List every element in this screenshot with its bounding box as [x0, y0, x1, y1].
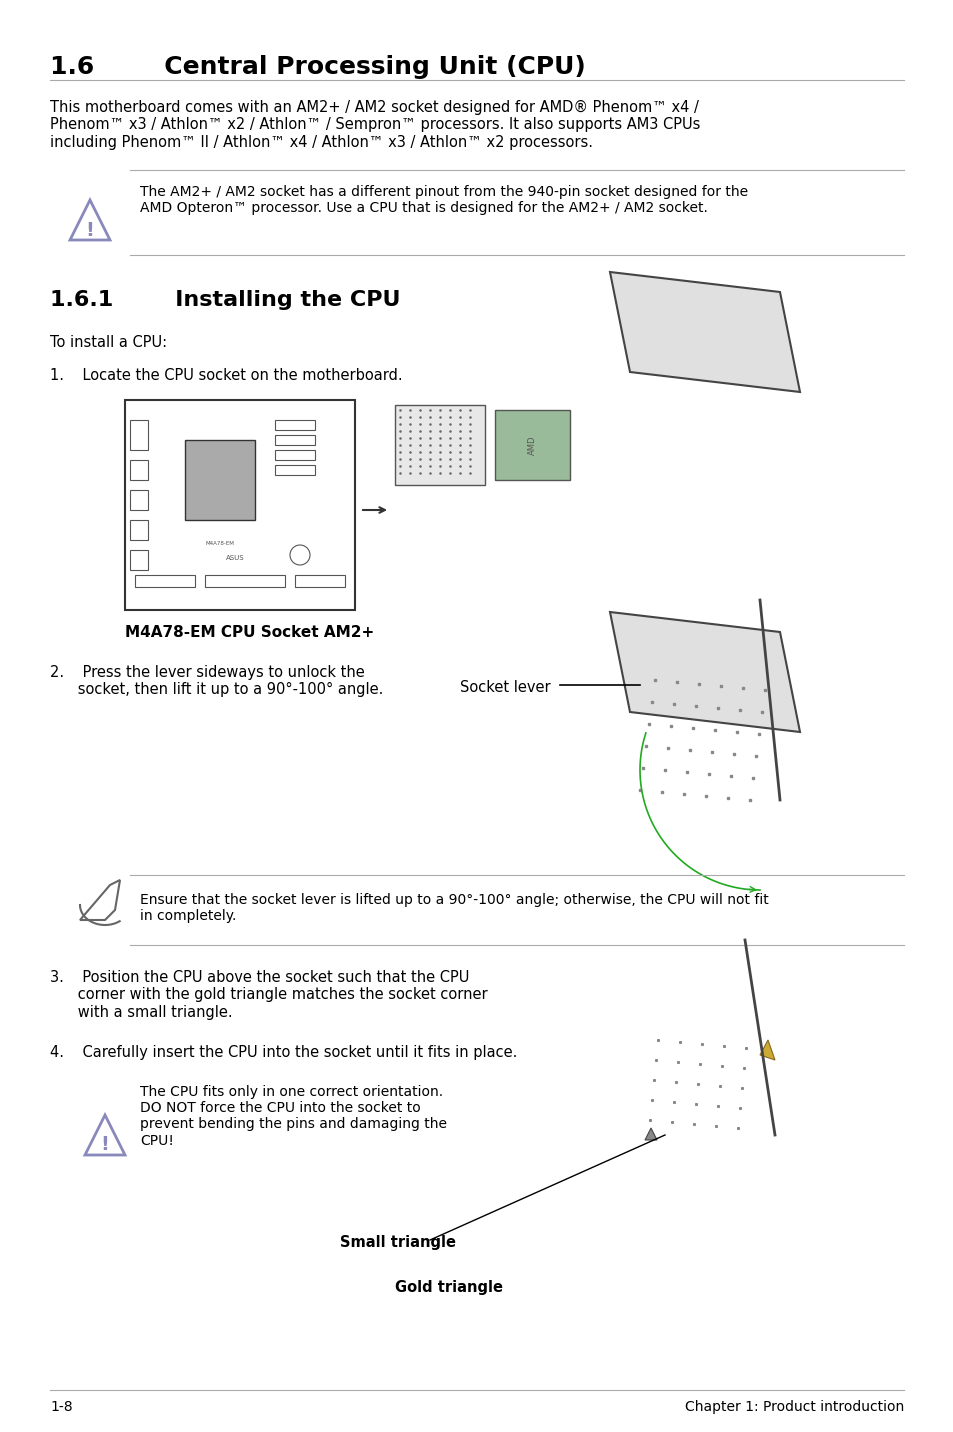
- Bar: [130, 550, 148, 570]
- Bar: [395, 405, 484, 485]
- Polygon shape: [644, 1128, 657, 1140]
- Bar: [125, 400, 355, 610]
- Text: !: !: [86, 221, 94, 239]
- Bar: [274, 450, 314, 460]
- Bar: [135, 576, 194, 587]
- Text: Socket lever: Socket lever: [459, 680, 550, 695]
- Bar: [205, 576, 285, 587]
- Text: This motherboard comes with an AM2+ / AM2 socket designed for AMD® Phenom™ x4 /
: This motherboard comes with an AM2+ / AM…: [50, 100, 700, 150]
- Text: Ensure that the socket lever is lifted up to a 90°-100° angle; otherwise, the CP: Ensure that the socket lever is lifted u…: [140, 894, 768, 924]
- Text: 1.6.1        Installing the CPU: 1.6.1 Installing the CPU: [50, 291, 400, 309]
- Bar: [130, 520, 148, 540]
- Text: 1.    Locate the CPU socket on the motherboard.: 1. Locate the CPU socket on the motherbo…: [50, 368, 402, 382]
- Text: Gold triangle: Gold triangle: [395, 1280, 502, 1295]
- Bar: [495, 410, 569, 480]
- Bar: [274, 435, 314, 445]
- Polygon shape: [609, 272, 800, 392]
- Text: 3.    Position the CPU above the socket such that the CPU
      corner with the : 3. Position the CPU above the socket suc…: [50, 969, 487, 1020]
- Text: The AM2+ / AM2 socket has a different pinout from the 940-pin socket designed fo: The AM2+ / AM2 socket has a different pi…: [140, 185, 747, 215]
- Bar: [130, 460, 148, 480]
- Text: Chapter 1: Product introduction: Chapter 1: Product introduction: [684, 1400, 903, 1413]
- Bar: [130, 420, 148, 450]
- Text: AMD: AMD: [527, 435, 536, 455]
- Bar: [185, 440, 254, 520]
- Bar: [294, 576, 345, 587]
- Text: 4.    Carefully insert the CPU into the socket until it fits in place.: 4. Carefully insert the CPU into the soc…: [50, 1045, 517, 1060]
- Text: The CPU fits only in one correct orientation.
DO NOT force the CPU into the sock: The CPU fits only in one correct orienta…: [140, 1085, 447, 1147]
- Text: M4A78-EM CPU Socket AM2+: M4A78-EM CPU Socket AM2+: [125, 624, 374, 640]
- Polygon shape: [760, 1040, 774, 1060]
- Text: M4A78-EM: M4A78-EM: [205, 541, 234, 546]
- Polygon shape: [609, 611, 800, 732]
- Text: Small triangle: Small triangle: [339, 1234, 456, 1250]
- Bar: [274, 465, 314, 475]
- Text: 1.6        Central Processing Unit (CPU): 1.6 Central Processing Unit (CPU): [50, 54, 585, 79]
- Text: 1-8: 1-8: [50, 1400, 72, 1413]
- Text: ASUS: ASUS: [226, 556, 244, 561]
- Text: !: !: [100, 1136, 110, 1154]
- Bar: [274, 420, 314, 430]
- Bar: [130, 490, 148, 510]
- Text: To install a CPU:: To install a CPU:: [50, 335, 167, 349]
- Text: 2.    Press the lever sideways to unlock the
      socket, then lift it up to a : 2. Press the lever sideways to unlock th…: [50, 664, 383, 697]
